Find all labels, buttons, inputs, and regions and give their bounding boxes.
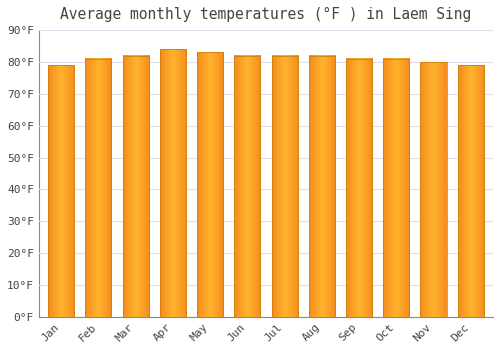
Title: Average monthly temperatures (°F ) in Laem Sing: Average monthly temperatures (°F ) in La… <box>60 7 472 22</box>
Bar <box>234 56 260 317</box>
Bar <box>48 65 74 317</box>
Bar <box>160 49 186 317</box>
Bar <box>122 56 148 317</box>
Bar <box>272 56 297 317</box>
Bar <box>346 59 372 317</box>
Bar <box>420 62 446 317</box>
Bar <box>458 65 483 317</box>
Bar <box>197 52 223 317</box>
Bar <box>308 56 335 317</box>
Bar <box>383 59 409 317</box>
Bar <box>86 59 112 317</box>
